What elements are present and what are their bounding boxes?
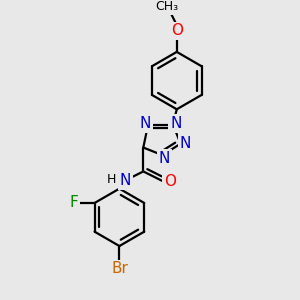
Text: N: N	[180, 136, 191, 151]
Text: N: N	[140, 116, 151, 131]
Text: H: H	[107, 172, 116, 186]
Text: Br: Br	[112, 262, 129, 277]
Text: CH₃: CH₃	[156, 1, 179, 13]
Text: N: N	[159, 151, 170, 166]
Text: O: O	[171, 23, 183, 38]
Text: F: F	[69, 196, 78, 211]
Text: O: O	[164, 174, 176, 189]
Text: N: N	[119, 173, 131, 188]
Text: N: N	[170, 116, 182, 131]
